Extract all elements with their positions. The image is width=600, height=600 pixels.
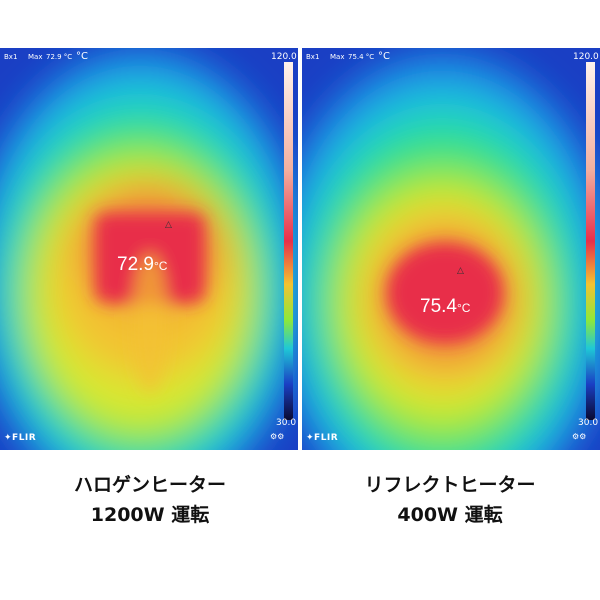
scale-max: 120.0 (573, 52, 599, 62)
caption-halogen: ハロゲンヒーター 1200W 運転 (0, 470, 300, 530)
box-label: Bx1 (4, 53, 18, 61)
caption-reflect: リフレクトヒーター 400W 運転 (300, 470, 600, 530)
max-value: 75.4 °C (348, 53, 375, 61)
temperature-readout: 72.9°C (117, 254, 168, 275)
color-scale-bar (284, 62, 293, 420)
max-value: 72.9 °C (46, 53, 73, 61)
flir-logo: ✦FLIR (306, 433, 339, 443)
scale-min: 30.0 (578, 418, 599, 428)
scale-min: 30.0 (276, 418, 297, 428)
thermal-image-halogen: Bx1 Max 72.9 °C °C 120.0 30.0 ✦FLIR ⚙⚙ △… (0, 48, 298, 450)
caption-line1: ハロゲンヒーター (73, 474, 226, 496)
max-label: Max (28, 53, 43, 61)
caption-line1: リフレクトヒーター (364, 474, 536, 496)
temperature-readout: 75.4°C (420, 296, 471, 317)
caption-line2: 400W 運転 (397, 504, 503, 526)
settings-icon: ⚙⚙ (572, 432, 587, 441)
color-scale-bar (586, 62, 595, 420)
unit-symbol: °C (378, 51, 390, 62)
scale-max: 120.0 (271, 52, 297, 62)
flir-logo: ✦FLIR (4, 433, 37, 443)
thermal-heatmap-halogen (0, 48, 298, 450)
hotspot-marker-icon: △ (165, 220, 172, 230)
box-label: Bx1 (306, 53, 320, 61)
thermal-image-reflect: Bx1 Max 75.4 °C °C 120.0 30.0 ✦FLIR ⚙⚙ △… (302, 48, 600, 450)
unit-symbol: °C (76, 51, 88, 62)
hotspot-marker-icon: △ (457, 266, 464, 276)
max-label: Max (330, 53, 345, 61)
settings-icon: ⚙⚙ (270, 432, 285, 441)
thermal-heatmap-reflect (302, 48, 600, 450)
caption-line2: 1200W 運転 (90, 504, 210, 526)
